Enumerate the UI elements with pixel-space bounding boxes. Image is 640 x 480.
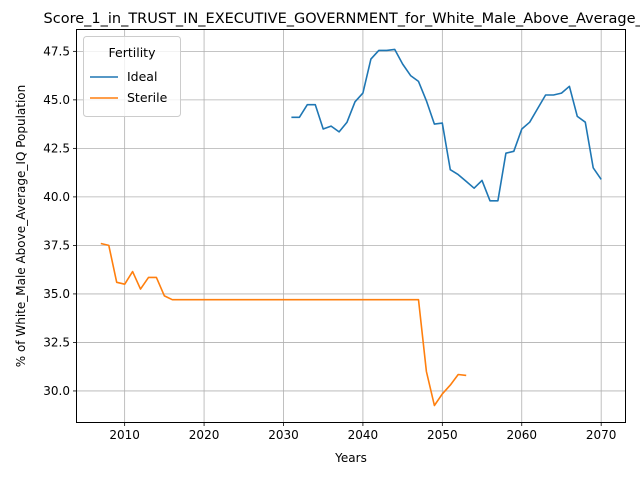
y-axis-label: % of White_Male Above_Average_IQ Populat… xyxy=(14,85,28,368)
x-tick-label: 2030 xyxy=(268,428,299,442)
y-tick-label: 40.0 xyxy=(43,190,70,204)
x-axis-label: Years xyxy=(334,451,367,465)
y-tick-label: 45.0 xyxy=(43,93,70,107)
x-tick-label: 2060 xyxy=(506,428,537,442)
legend-title: Fertility xyxy=(109,45,157,60)
y-tick-label: 32.5 xyxy=(43,335,70,349)
y-tick-label: 42.5 xyxy=(43,141,70,155)
x-tick-label: 2010 xyxy=(109,428,140,442)
chart-title: Score_1_in_TRUST_IN_EXECUTIVE_GOVERNMENT… xyxy=(44,11,640,27)
x-tick-label: 2040 xyxy=(348,428,379,442)
legend-label-ideal: Ideal xyxy=(127,69,157,84)
y-tick-label: 37.5 xyxy=(43,238,70,252)
y-tick-label: 35.0 xyxy=(43,287,70,301)
legend-label-sterile: Sterile xyxy=(127,90,168,105)
x-tick-label: 2050 xyxy=(427,428,458,442)
x-tick-label: 2020 xyxy=(189,428,220,442)
x-tick-label: 2070 xyxy=(586,428,617,442)
y-tick-label: 47.5 xyxy=(43,44,70,58)
legend: Fertility Ideal Sterile xyxy=(84,37,181,117)
y-tick-label: 30.0 xyxy=(43,384,70,398)
